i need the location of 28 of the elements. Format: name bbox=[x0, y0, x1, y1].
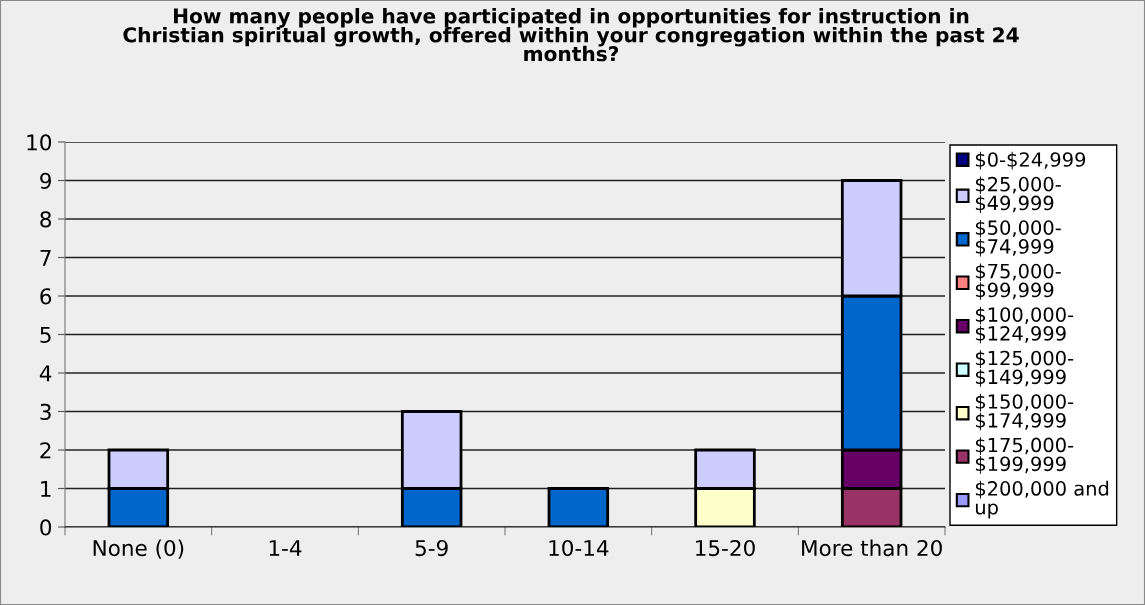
y-tick-label: 1 bbox=[41, 480, 51, 497]
legend-label: $175,000- $199,999 bbox=[975, 437, 1074, 474]
y-tick-label: 3 bbox=[40, 403, 51, 420]
legend-label: $150,000- $174,999 bbox=[975, 393, 1074, 431]
x-tick-label: None (0) bbox=[93, 539, 184, 559]
y-tick-label: 4 bbox=[39, 365, 52, 382]
y-tick-label: 6 bbox=[40, 288, 52, 305]
y-tick-label: 7 bbox=[40, 249, 51, 266]
y-tick-label: 10 bbox=[27, 134, 52, 151]
x-tick-label: 5-9 bbox=[415, 539, 448, 557]
y-tick-label: 5 bbox=[40, 326, 51, 343]
legend-label: $125,000- $149,999 bbox=[975, 350, 1074, 387]
y-tick-label: 0 bbox=[40, 519, 52, 536]
legend-label: $100,000- $124,999 bbox=[975, 306, 1074, 344]
legend-label: $200,000 and up bbox=[975, 480, 1109, 519]
chart-title: How many people have participated in opportunities for instruction in Christian spiritual growth, offered within your congregation within the past 24 months? bbox=[123, 8, 1019, 62]
x-tick-label: 10-14 bbox=[549, 539, 609, 557]
x-tick-label: 15-20 bbox=[696, 539, 755, 557]
legend-label: $25,000- $49,999 bbox=[975, 176, 1061, 213]
legend-label: $50,000- $74,999 bbox=[975, 219, 1061, 257]
y-tick-label: 9 bbox=[40, 172, 51, 189]
legend-label: $75,000- $99,999 bbox=[975, 263, 1061, 300]
y-tick-label: 2 bbox=[40, 442, 51, 459]
x-tick-label: More than 20 bbox=[802, 539, 942, 557]
bar bbox=[547, 487, 610, 527]
x-tick-label: 1-4 bbox=[269, 540, 302, 556]
legend-label: $0-$24,999 bbox=[975, 151, 1086, 170]
y-tick-label: 8 bbox=[40, 211, 52, 228]
